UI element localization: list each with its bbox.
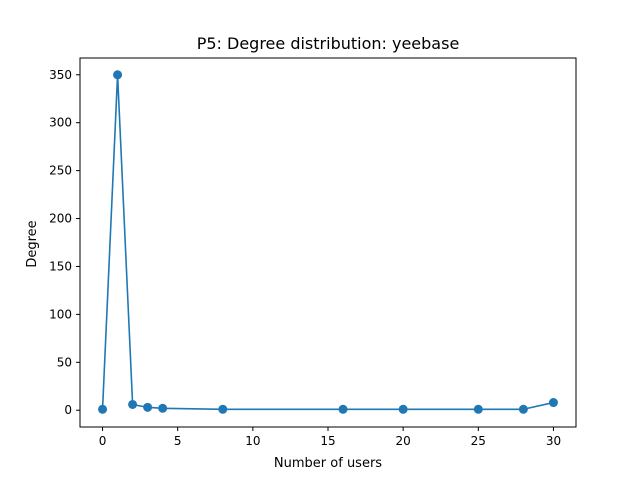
data-point: [398, 404, 408, 414]
data-point: [113, 70, 123, 80]
x-tick-label: 25: [471, 434, 486, 448]
data-point: [518, 404, 528, 414]
x-tick-label: 0: [99, 434, 107, 448]
y-tick-label: 0: [64, 403, 72, 417]
data-point: [473, 404, 483, 414]
x-axis-ticks: 0 5 10 15 20 25 30: [99, 427, 561, 448]
y-tick-label: 300: [49, 116, 72, 130]
y-axis-label: Degree: [25, 220, 40, 267]
data-point: [218, 404, 228, 414]
y-tick-label: 150: [49, 259, 72, 273]
x-tick-label: 20: [396, 434, 411, 448]
y-tick-label: 50: [57, 355, 72, 369]
series-layer: [98, 70, 558, 414]
x-tick-label: 30: [546, 434, 561, 448]
y-tick-label: 250: [49, 164, 72, 178]
y-tick-label: 350: [49, 68, 72, 82]
y-tick-label: 200: [49, 212, 72, 226]
data-point: [128, 399, 138, 409]
y-axis-ticks: 0 50 100 150 200 250 300 350: [49, 68, 80, 417]
data-point: [548, 398, 558, 408]
data-point: [338, 404, 348, 414]
data-point: [143, 402, 153, 412]
x-tick-label: 10: [245, 434, 260, 448]
chart-title: P5: Degree distribution: yeebase: [197, 34, 460, 53]
y-tick-label: 100: [49, 307, 72, 321]
data-point: [98, 404, 108, 414]
x-tick-label: 15: [320, 434, 335, 448]
axes-frame: [79, 57, 577, 428]
x-axis-label: Number of users: [274, 456, 382, 471]
x-tick-label: 5: [174, 434, 182, 448]
data-point: [158, 403, 168, 413]
